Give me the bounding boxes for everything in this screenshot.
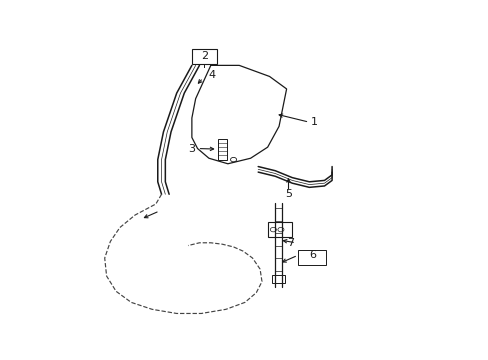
Text: 3: 3: [188, 144, 195, 153]
Text: 7: 7: [286, 238, 294, 248]
Text: 6: 6: [308, 250, 315, 260]
Bar: [267, 222, 292, 237]
Text: 2: 2: [200, 51, 207, 61]
Bar: [191, 49, 216, 64]
Text: 1: 1: [311, 117, 318, 127]
Bar: [272, 275, 284, 283]
Text: 4: 4: [208, 70, 216, 80]
Text: 5: 5: [285, 189, 291, 199]
Bar: [218, 139, 226, 159]
Bar: [297, 250, 325, 265]
